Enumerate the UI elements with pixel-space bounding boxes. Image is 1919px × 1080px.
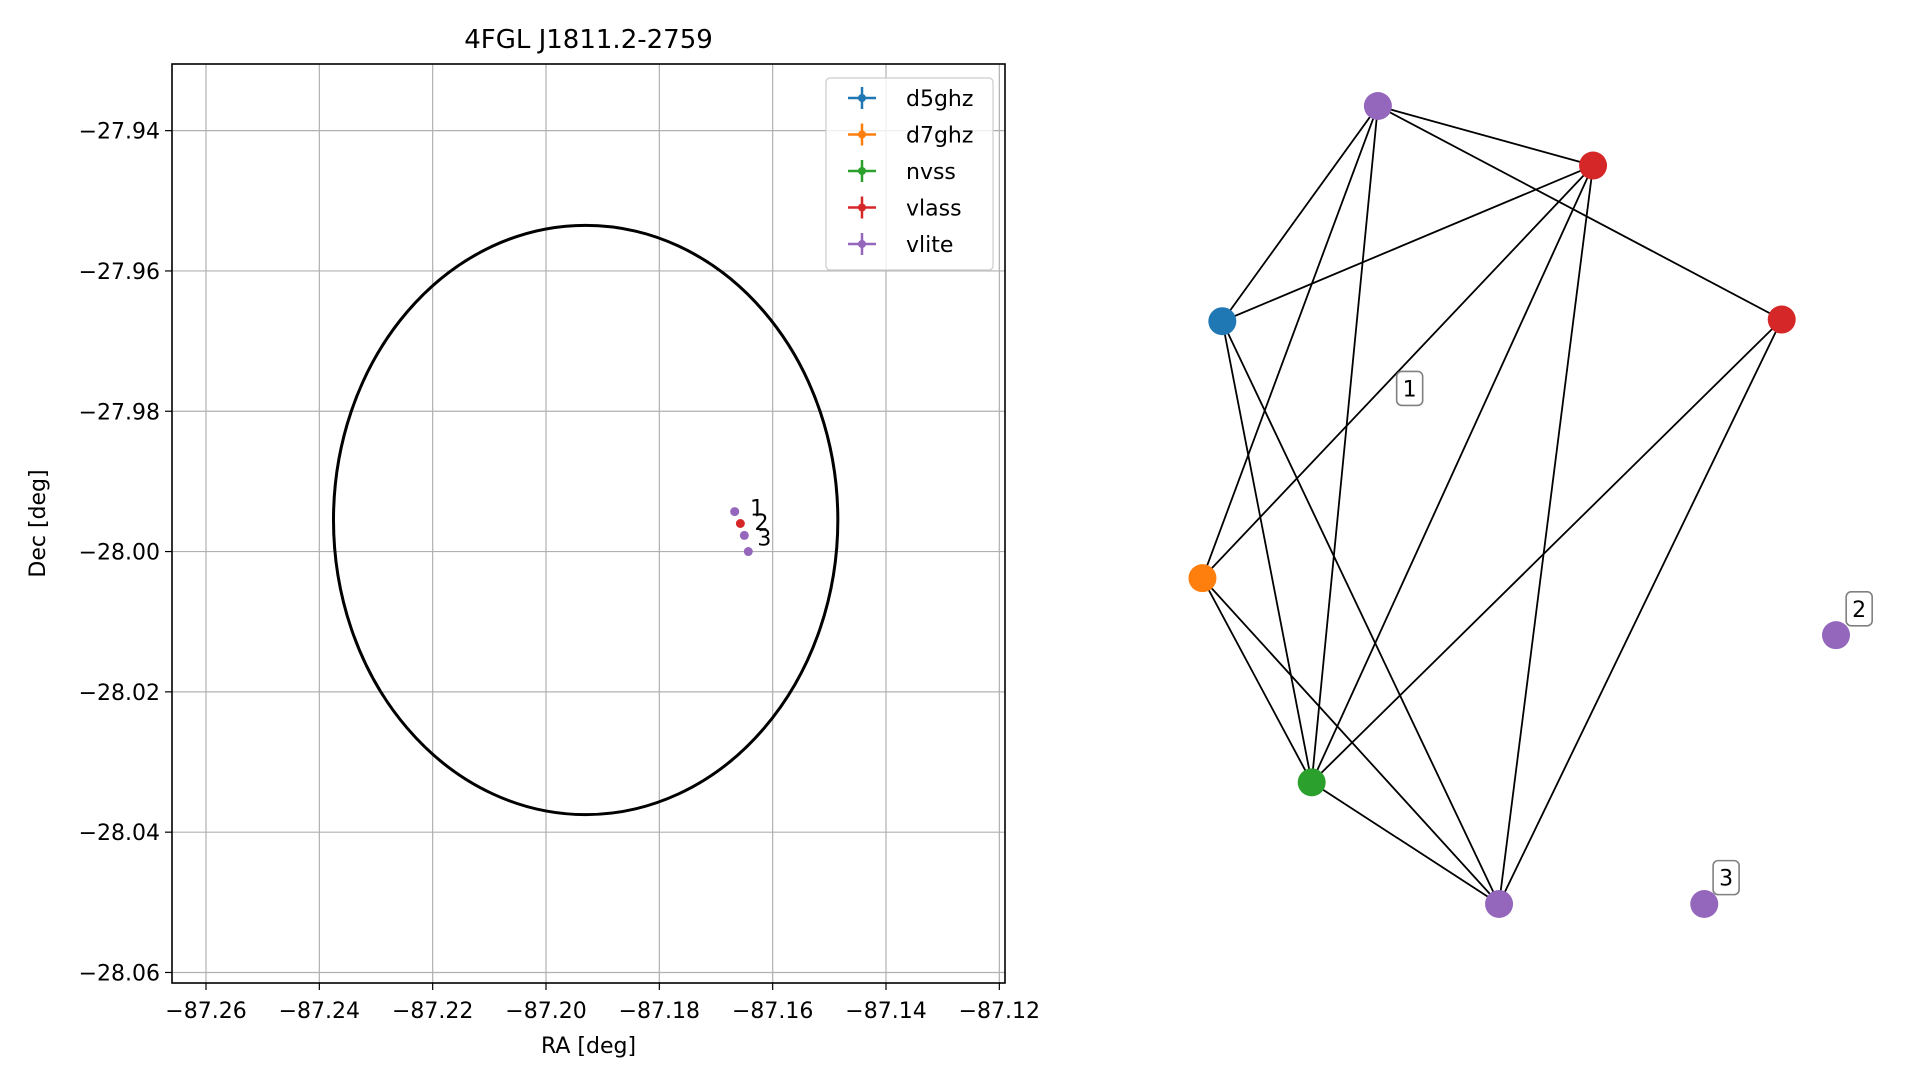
y-tick-label: −28.02 [79,681,160,706]
x-tick-label: −87.18 [619,999,700,1024]
graph-label-box [1845,590,1873,627]
point-annotation: 2 [755,511,769,536]
graph-labels: 1 2 3 [1395,370,1873,896]
legend-items: d5ghz d7ghz nvss vlass vlite [848,87,973,258]
graph-edge [1221,164,1594,323]
network-graph: 1 2 3 [1188,92,1873,918]
graph-label: 1 [1403,377,1417,402]
y-tick-label: −27.98 [79,400,160,425]
graph-edge [1311,781,1500,905]
data-point-vlite [730,507,740,517]
graph-nodes [1188,92,1850,918]
graph-label: 2 [1852,598,1866,623]
graph-label-box [1712,859,1740,896]
data-point-vlass [735,519,745,528]
axes-frame [171,63,1006,984]
graph-edge [1221,321,1313,783]
legend-label: d7ghz [906,124,973,149]
point-annotation: 3 [757,527,771,552]
graph-label: 3 [1719,867,1733,892]
graph-edge [1377,105,1594,167]
legend: d5ghz d7ghz nvss vlass vlite [825,77,994,271]
legend-label: vlass [906,197,962,222]
graph-edge [1311,318,1783,783]
chart-title: 4FGL J1811.2-2759 [464,25,713,55]
graph-node [1297,768,1326,797]
uncertainty-ellipse [332,223,840,817]
graph-label-box [1395,370,1424,407]
legend-box [825,77,994,271]
y-axis-label: Dec [deg] [26,469,51,577]
graph-node [1208,307,1237,336]
x-tick-label: −87.20 [505,999,586,1024]
legend-marker [858,130,866,139]
graph-edge [1221,320,1500,905]
graph-edge [1201,105,1379,579]
x-axis-label: RA [deg] [541,1034,636,1059]
graph-edge [1201,164,1594,579]
y-tick-label: −28.06 [79,961,160,986]
graph-edge [1310,165,1594,783]
legend-label: vlite [906,233,953,258]
x-ticks: −87.26 −87.24 −87.22 −87.20 −87.18 −87.16 −87.… [165,983,1040,1024]
point-annotations: 123 [750,496,771,551]
x-tick-label: −87.24 [279,999,360,1024]
y-tick-label: −27.94 [79,120,160,145]
y-tick-label: −28.04 [79,821,160,846]
legend-marker [858,167,866,175]
graph-node [1485,890,1514,918]
graph-edge [1310,105,1379,783]
graph-edge [1201,577,1313,783]
data-points [730,507,753,557]
y-ticks: −27.94 −27.96 −27.98 −28.00 −28.02 −28.04 −28.… [79,120,172,986]
y-tick-label: −28.00 [79,541,160,566]
legend-label: nvss [906,160,956,185]
graph-node [1363,92,1392,120]
graph-edge [1377,105,1783,321]
graph-edge [1201,577,1500,905]
x-tick-label: −87.14 [845,999,926,1024]
graph-node [1579,151,1608,180]
legend-marker [858,94,866,102]
point-annotation: 1 [750,496,764,521]
uncertainty-ellipse-layer [332,223,840,817]
graph-node [1690,890,1719,918]
graph-edge [1498,319,1783,905]
y-tick-label: −27.96 [79,260,160,285]
graph-edge [1221,105,1379,322]
scatter-plot: 123 −87.26 −87.24 −87.22 −87.20 −87.18 −87.16… [26,25,1040,1059]
grid [172,64,1005,983]
legend-label: d5ghz [906,87,973,112]
legend-marker [858,203,866,212]
data-point-vlite [739,530,749,540]
legend-marker [858,240,866,248]
graph-node [1822,621,1850,650]
graph-edges [1201,105,1783,905]
x-tick-label: −87.12 [959,999,1040,1024]
x-tick-label: −87.26 [165,999,246,1024]
x-tick-label: −87.22 [392,999,473,1024]
x-tick-label: −87.16 [732,999,813,1024]
graph-edge [1498,165,1594,905]
data-point-vlite [743,547,753,557]
graph-node [1188,564,1217,593]
graph-node [1767,305,1796,334]
